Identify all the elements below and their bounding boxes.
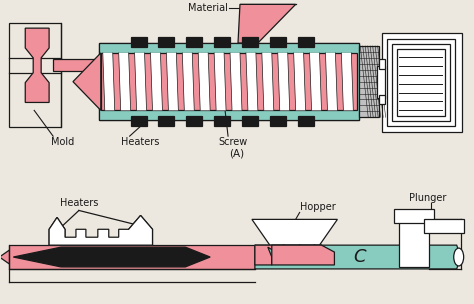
Bar <box>424 219 464 233</box>
Polygon shape <box>135 53 146 110</box>
Polygon shape <box>99 43 359 120</box>
Polygon shape <box>278 53 290 110</box>
Polygon shape <box>73 53 101 110</box>
Bar <box>298 37 313 47</box>
Bar <box>382 33 462 132</box>
Bar <box>377 66 385 98</box>
Polygon shape <box>341 53 353 110</box>
Bar <box>158 37 174 47</box>
Polygon shape <box>246 53 258 110</box>
Polygon shape <box>9 245 255 269</box>
Bar <box>214 37 230 47</box>
Text: Heaters: Heaters <box>121 137 159 147</box>
Polygon shape <box>230 53 242 110</box>
Text: Plunger: Plunger <box>409 192 447 202</box>
Polygon shape <box>326 53 337 110</box>
Text: Hopper: Hopper <box>300 202 336 212</box>
Polygon shape <box>25 28 49 102</box>
Polygon shape <box>252 219 337 245</box>
Bar <box>394 209 434 223</box>
Polygon shape <box>255 245 321 265</box>
Bar <box>131 116 146 126</box>
Text: Mold: Mold <box>51 137 74 147</box>
Bar <box>399 219 429 267</box>
Bar <box>270 116 286 126</box>
Bar <box>186 37 202 47</box>
Bar <box>9 23 61 127</box>
Bar <box>392 44 450 121</box>
Bar <box>214 116 230 126</box>
Bar <box>158 116 174 126</box>
Text: (A): (A) <box>229 148 245 158</box>
Polygon shape <box>182 53 194 110</box>
Text: Heaters: Heaters <box>60 199 98 209</box>
Bar <box>387 39 455 126</box>
Ellipse shape <box>454 248 464 266</box>
Text: Material: Material <box>188 3 228 13</box>
Text: Screw: Screw <box>218 137 247 147</box>
Bar <box>186 116 202 126</box>
Bar <box>242 116 258 126</box>
Bar <box>298 116 313 126</box>
Polygon shape <box>359 46 379 117</box>
Text: C: C <box>353 248 365 266</box>
Polygon shape <box>13 247 210 267</box>
Polygon shape <box>166 53 178 110</box>
Bar <box>397 49 445 116</box>
Polygon shape <box>238 4 296 43</box>
Bar <box>99 55 359 109</box>
Bar <box>242 37 258 47</box>
Bar <box>99 43 359 55</box>
Polygon shape <box>272 245 335 265</box>
Bar <box>270 37 286 47</box>
Bar <box>53 59 101 71</box>
Polygon shape <box>103 53 115 110</box>
Bar <box>379 95 385 105</box>
Polygon shape <box>118 53 131 110</box>
Polygon shape <box>198 53 210 110</box>
Bar <box>379 59 385 69</box>
Polygon shape <box>262 53 274 110</box>
Bar <box>99 109 359 120</box>
Bar <box>131 37 146 47</box>
Polygon shape <box>310 53 321 110</box>
Polygon shape <box>214 53 226 110</box>
Polygon shape <box>151 53 163 110</box>
Polygon shape <box>0 250 9 264</box>
Polygon shape <box>49 216 153 245</box>
Polygon shape <box>255 245 461 269</box>
Polygon shape <box>294 53 306 110</box>
Polygon shape <box>49 217 65 245</box>
Polygon shape <box>101 53 357 110</box>
Polygon shape <box>128 216 153 245</box>
